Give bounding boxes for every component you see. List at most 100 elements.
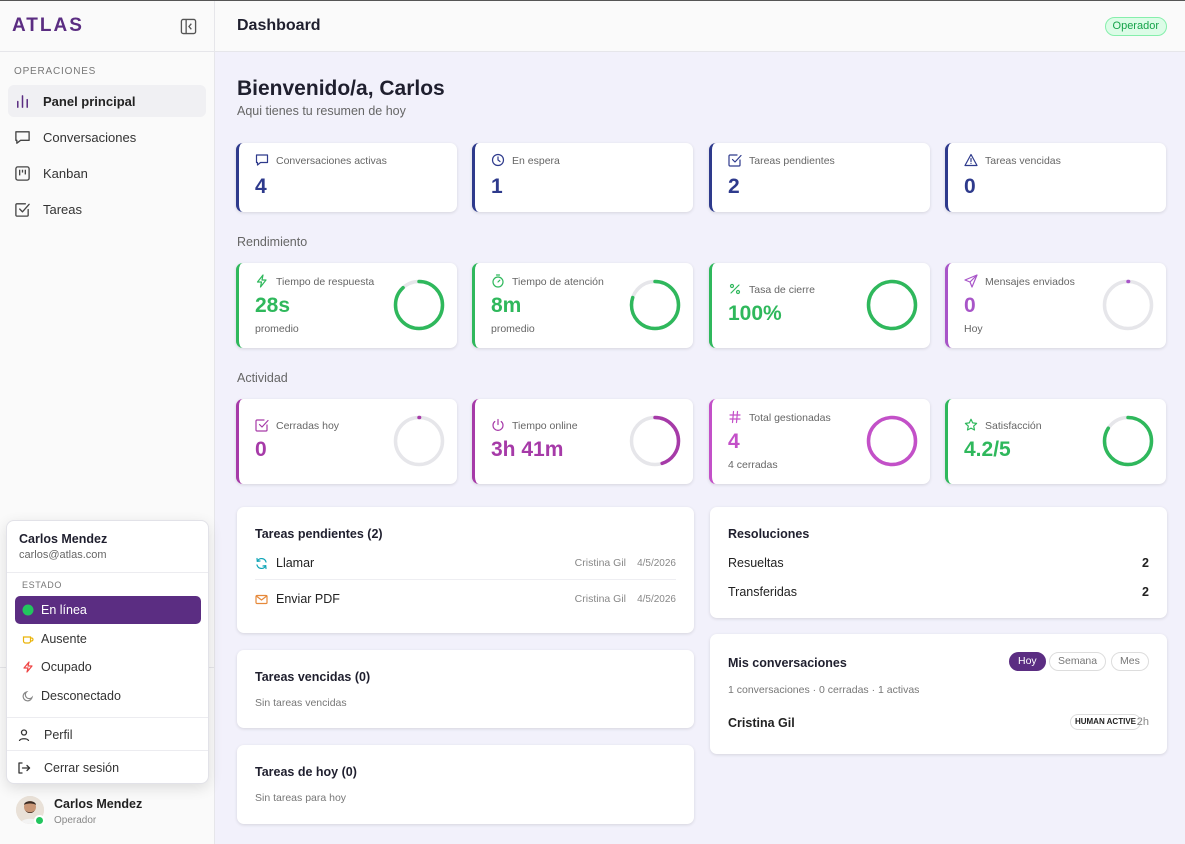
pending-tasks-panel: Tareas pendientes (2) Llamar Cristina Gi… xyxy=(237,507,694,633)
task-assignee: Cristina Gil xyxy=(574,557,626,569)
checkbox-icon xyxy=(728,153,742,167)
card-value: 4 xyxy=(728,430,740,453)
my-conversations-panel: Mis conversaciones Hoy Semana Mes 1 conv… xyxy=(710,634,1167,754)
stat-card-active-conversations[interactable]: Conversaciones activas 4 xyxy=(236,143,457,212)
user-menu-popover: Carlos Mendez carlos@atlas.com ESTADO En… xyxy=(6,520,209,784)
timer-icon xyxy=(491,274,505,288)
perf-card-attention-time[interactable]: Tiempo de atención 8m promedio xyxy=(472,263,693,348)
card-label: Tiempo online xyxy=(512,420,578,432)
card-value: 100% xyxy=(728,302,782,325)
status-busy-option[interactable]: Ocupado xyxy=(15,653,201,681)
card-sub: promedio xyxy=(255,323,299,335)
main-nav: Panel principal Conversaciones Kanban Ta… xyxy=(0,85,214,225)
status-label: Ausente xyxy=(41,632,87,646)
stat-value: 2 xyxy=(728,175,740,198)
activity-card-closed-today[interactable]: Cerradas hoy 0 xyxy=(236,399,457,484)
task-label: Llamar xyxy=(276,556,315,570)
activity-card-total-managed[interactable]: Total gestionadas 4 4 cerradas xyxy=(709,399,930,484)
refresh-icon xyxy=(255,557,268,570)
sidebar-item-tareas[interactable]: Tareas xyxy=(8,193,206,225)
status-away-option[interactable]: Ausente xyxy=(15,625,201,653)
card-sub: Hoy xyxy=(964,323,983,335)
percent-icon xyxy=(728,282,742,296)
resolution-label: Transferidas xyxy=(728,585,798,599)
overdue-tasks-panel: Tareas vencidas (0) Sin tareas vencidas xyxy=(237,650,694,728)
profile-label: Perfil xyxy=(44,728,73,742)
sidebar-item-label: Kanban xyxy=(43,165,88,181)
sidebar-item-conversaciones[interactable]: Conversaciones xyxy=(8,121,206,153)
logout-menu-item[interactable]: Cerrar sesión xyxy=(17,756,119,780)
progress-ring xyxy=(629,415,681,467)
task-date: 4/5/2026 xyxy=(637,593,676,605)
card-label: Tasa de cierre xyxy=(749,284,815,296)
card-label: Tiempo de atención xyxy=(512,276,604,288)
tab-semana[interactable]: Semana xyxy=(1049,652,1107,671)
collapse-sidebar-icon[interactable] xyxy=(180,18,197,35)
resolution-row: Transferidas 2 xyxy=(728,585,1149,599)
perf-card-close-rate[interactable]: Tasa de cierre 100% xyxy=(709,263,930,348)
online-status-dot xyxy=(34,815,45,826)
resolution-value: 2 xyxy=(1142,556,1149,570)
perf-card-response-time[interactable]: Tiempo de respuesta 28s promedio xyxy=(236,263,457,348)
panel-title: Resoluciones xyxy=(728,527,810,541)
stat-card-waiting[interactable]: En espera 1 xyxy=(472,143,693,212)
card-label: Mensajes enviados xyxy=(985,276,1075,288)
divider xyxy=(7,717,208,718)
conversation-time: 2h xyxy=(1136,716,1149,728)
tab-mes[interactable]: Mes xyxy=(1111,652,1149,671)
footer-user-name: Carlos Mendez xyxy=(54,797,143,811)
tab-hoy[interactable]: Hoy xyxy=(1009,652,1046,671)
power-icon xyxy=(491,418,505,432)
stat-card-pending-tasks[interactable]: Tareas pendientes 2 xyxy=(709,143,930,212)
popover-user-email: carlos@atlas.com xyxy=(19,549,107,561)
perf-card-messages-sent[interactable]: Mensajes enviados 0 Hoy xyxy=(945,263,1166,348)
logout-label: Cerrar sesión xyxy=(44,761,120,775)
progress-ring xyxy=(393,415,445,467)
conversation-contact-name[interactable]: Cristina Gil xyxy=(728,716,795,730)
resolution-row: Resueltas 2 xyxy=(728,556,1149,570)
card-label: Cerradas hoy xyxy=(276,420,340,432)
card-label: Satisfacción xyxy=(985,420,1042,432)
popover-user-name: Carlos Mendez xyxy=(19,532,108,546)
resolutions-panel: Resoluciones Resueltas 2 Transferidas 2 xyxy=(710,507,1167,618)
stat-label: En espera xyxy=(512,155,560,167)
resolution-value: 2 xyxy=(1142,585,1149,599)
progress-ring xyxy=(629,279,681,331)
online-dot-icon xyxy=(22,604,34,616)
panel-title: Tareas pendientes (2) xyxy=(255,527,383,541)
logo-row: ATLAS xyxy=(0,1,214,52)
status-online-option[interactable]: En línea xyxy=(15,596,201,624)
checkbox-icon xyxy=(255,418,269,432)
app-logo[interactable]: ATLAS xyxy=(12,15,84,36)
sidebar-item-label: Conversaciones xyxy=(43,129,137,145)
welcome-title: Bienvenido/a, Carlos xyxy=(237,77,445,100)
top-bar: Dashboard Operador xyxy=(215,1,1185,52)
user-icon xyxy=(17,728,31,742)
conversations-summary: 1 conversaciones · 0 cerradas · 1 activa… xyxy=(728,684,920,696)
sidebar-item-kanban[interactable]: Kanban xyxy=(8,157,206,189)
sidebar-item-panel-principal[interactable]: Panel principal xyxy=(8,85,206,117)
card-sub: 4 cerradas xyxy=(728,459,778,471)
activity-card-online-time[interactable]: Tiempo online 3h 41m xyxy=(472,399,693,484)
card-value: 4.2/5 xyxy=(964,438,1011,461)
stat-label: Tareas pendientes xyxy=(749,155,835,167)
task-row[interactable]: Llamar Cristina Gil 4/5/2026 xyxy=(255,551,676,575)
checkbox-icon xyxy=(14,201,31,218)
status-offline-option[interactable]: Desconectado xyxy=(15,682,201,710)
stat-label: Tareas vencidas xyxy=(985,155,1061,167)
logout-icon xyxy=(17,761,31,775)
task-row[interactable]: Enviar PDF Cristina Gil 4/5/2026 xyxy=(255,587,676,611)
empty-message: Sin tareas para hoy xyxy=(255,792,347,804)
hash-icon xyxy=(728,410,742,424)
card-label: Tiempo de respuesta xyxy=(276,276,375,288)
stat-value: 4 xyxy=(255,175,267,198)
role-badge: Operador xyxy=(1104,17,1167,36)
stat-card-overdue-tasks[interactable]: Tareas vencidas 0 xyxy=(945,143,1166,212)
profile-menu-item[interactable]: Perfil xyxy=(17,723,72,747)
bar-chart-icon xyxy=(14,93,31,110)
status-label: Desconectado xyxy=(41,689,121,703)
message-icon xyxy=(255,153,269,167)
resolution-label: Resueltas xyxy=(728,556,784,570)
progress-ring xyxy=(866,415,918,467)
activity-card-satisfaction[interactable]: Satisfacción 4.2/5 xyxy=(945,399,1166,484)
